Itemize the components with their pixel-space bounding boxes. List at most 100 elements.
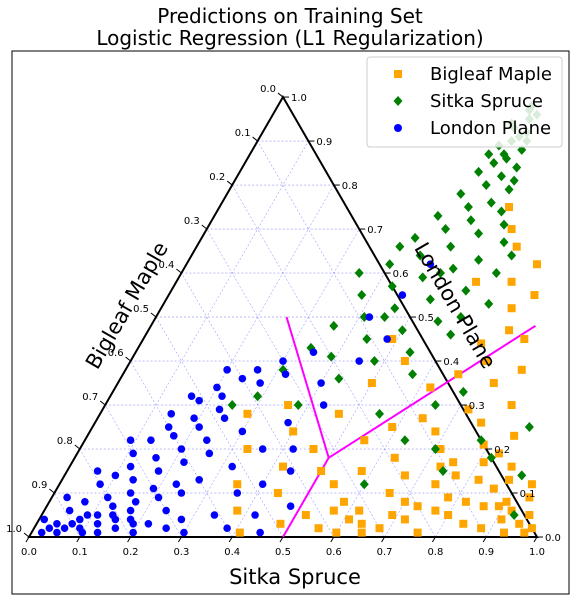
point-london-plane (180, 458, 188, 467)
point-sitka-spruce (441, 224, 451, 235)
tick-label-left: 0.7 (82, 392, 98, 403)
tick-label-bottom: 0.3 (173, 547, 189, 558)
tick-label-left: 0.4 (158, 260, 174, 271)
point-bigleaf-maple (527, 524, 536, 533)
point-london-plane (309, 348, 318, 357)
point-london-plane (96, 480, 104, 489)
point-london-plane (144, 520, 153, 528)
point-london-plane (365, 313, 374, 321)
point-london-plane (76, 524, 84, 533)
tick-label-bottom: 0.7 (377, 547, 393, 558)
point-sitka-spruce (466, 215, 476, 226)
tick-label-right: 0.6 (393, 269, 409, 280)
point-london-plane (177, 489, 186, 497)
tick-label-right: 0.1 (520, 489, 536, 500)
point-sitka-spruce (425, 294, 435, 305)
point-bigleaf-maple (400, 471, 409, 480)
point-london-plane (190, 414, 198, 423)
point-london-plane (126, 436, 135, 445)
axis-label-bottom: Sitka Spruce (229, 565, 361, 589)
point-london-plane (152, 454, 160, 462)
point-sitka-spruce (474, 254, 484, 265)
point-sitka-spruce (458, 386, 468, 397)
point-london-plane (65, 506, 74, 515)
point-bigleaf-maple (400, 515, 409, 524)
point-bigleaf-maple (533, 260, 541, 269)
point-sitka-spruce (375, 408, 385, 419)
point-sitka-spruce (405, 347, 415, 358)
tick-mark-left (125, 356, 131, 362)
point-bigleaf-maple (477, 339, 486, 348)
point-bigleaf-maple (520, 528, 529, 537)
tick-label-bottom: 0.1 (72, 547, 88, 558)
point-bigleaf-maple (505, 203, 514, 212)
legend-marker-london-plane (394, 124, 402, 132)
point-bigleaf-maple (454, 370, 463, 379)
point-london-plane (233, 489, 242, 497)
point-london-plane (284, 418, 292, 427)
point-london-plane (205, 449, 214, 458)
point-sitka-spruce (499, 237, 509, 248)
point-london-plane (317, 379, 325, 387)
point-bigleaf-maple (243, 445, 252, 454)
point-bigleaf-maple (388, 511, 397, 520)
point-bigleaf-maple (329, 506, 338, 515)
grid-line (79, 448, 131, 538)
point-london-plane (251, 511, 259, 519)
point-sitka-spruce (509, 175, 519, 186)
point-sitka-spruce (408, 369, 418, 380)
point-sitka-spruce (326, 351, 336, 362)
point-bigleaf-maple (436, 445, 445, 454)
point-london-plane (109, 502, 117, 511)
grid-line (384, 404, 462, 538)
point-sitka-spruce (369, 356, 379, 367)
point-bigleaf-maple (520, 335, 529, 344)
tick-label-right: 0.9 (316, 137, 332, 148)
tick-label-right: 0.8 (342, 181, 358, 192)
point-london-plane (195, 476, 203, 484)
point-london-plane (68, 520, 76, 528)
point-bigleaf-maple (507, 401, 516, 410)
point-london-plane (286, 502, 295, 511)
point-sitka-spruce (329, 320, 339, 331)
point-bigleaf-maple (479, 502, 488, 511)
point-sitka-spruce (387, 281, 397, 292)
point-bigleaf-maple (309, 445, 318, 454)
point-sitka-spruce (385, 259, 395, 270)
point-bigleaf-maple (289, 427, 298, 436)
point-bigleaf-maple (479, 458, 488, 467)
point-london-plane (355, 357, 364, 365)
grid-line (104, 404, 182, 538)
point-london-plane (129, 528, 137, 537)
tick-mark-left (74, 444, 81, 450)
point-london-plane (162, 524, 170, 533)
tick-label-left: 0.5 (133, 304, 149, 315)
point-london-plane (111, 471, 120, 480)
point-bigleaf-maple (345, 515, 354, 524)
grid-line (79, 140, 309, 538)
tick-mark-bottom (431, 536, 436, 543)
point-london-plane (218, 392, 226, 401)
point-london-plane (149, 484, 158, 493)
point-sitka-spruce (359, 479, 369, 490)
point-london-plane (180, 528, 188, 537)
point-sitka-spruce (456, 312, 466, 323)
chart-title-line-2: Logistic Regression (L1 Regularization) (96, 26, 483, 50)
tick-label-left: 0.8 (57, 436, 73, 447)
point-bigleaf-maple (357, 519, 366, 528)
point-bigleaf-maple (284, 401, 293, 410)
point-london-plane (319, 401, 328, 409)
point-bigleaf-maple (459, 519, 468, 528)
tick-mark-bottom (279, 536, 284, 543)
point-bigleaf-maple (489, 484, 498, 493)
point-bigleaf-maple (525, 493, 534, 502)
point-bigleaf-maple (243, 409, 252, 418)
point-bigleaf-maple (530, 291, 539, 300)
point-london-plane (177, 515, 186, 524)
tick-label-left: 0.2 (209, 172, 225, 183)
point-bigleaf-maple (426, 383, 435, 392)
point-sitka-spruce (456, 188, 466, 199)
point-london-plane (167, 410, 176, 418)
point-bigleaf-maple (479, 440, 488, 449)
point-bigleaf-maple (233, 480, 242, 489)
